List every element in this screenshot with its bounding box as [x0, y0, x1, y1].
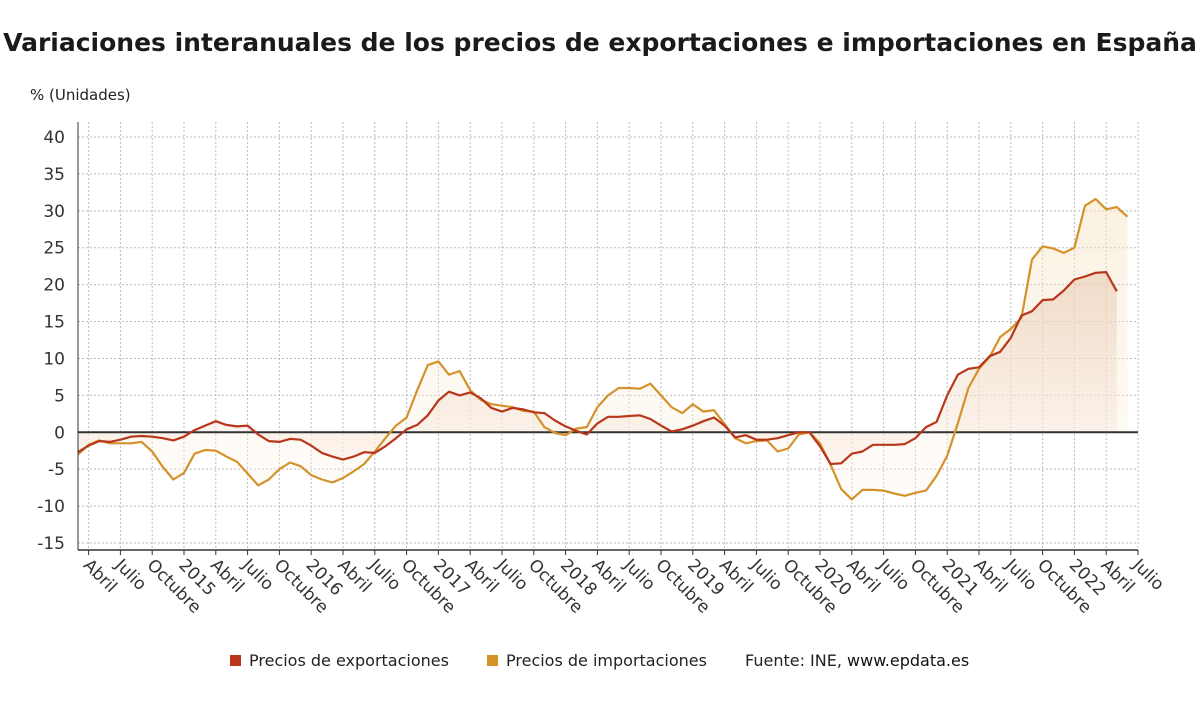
axes — [77, 122, 1138, 551]
y-tick-label: 35 — [43, 165, 65, 185]
legend-swatch-imports — [487, 655, 498, 666]
legend-swatch-exports — [230, 655, 241, 666]
source-site: www.epdata.es — [847, 651, 970, 670]
x-tick-label: Abril — [79, 555, 121, 597]
grid-lines — [78, 122, 1139, 550]
chart-title: Variaciones interanuales de los precios … — [3, 28, 1197, 57]
y-tick-label: -5 — [48, 460, 65, 480]
source-prefix: Fuente: INE, — [745, 651, 848, 670]
legend-item-exports: Precios de exportaciones — [230, 651, 449, 670]
legend-item-imports: Precios de importaciones — [487, 651, 707, 670]
y-tick-labels: -15 -10 -5 0 5 10 15 20 25 30 35 40 — [37, 128, 65, 554]
y-tick-label: 25 — [43, 239, 65, 259]
y-tick-label: 0 — [54, 423, 65, 443]
x-tick-label: Julio — [492, 555, 532, 595]
y-tick-label: 15 — [43, 313, 65, 333]
legend-label-imports: Precios de importaciones — [506, 651, 707, 670]
series-line-imports — [77, 197, 1129, 501]
y-tick-label: 5 — [54, 386, 65, 406]
area-exports — [78, 272, 1117, 464]
y-tick-label: 30 — [43, 202, 65, 222]
x-tick-label: Julio — [1128, 555, 1168, 595]
x-tick-label: Julio — [237, 555, 277, 595]
y-tick-label: -15 — [37, 534, 65, 554]
x-tick-label: Julio — [1001, 555, 1041, 595]
x-tick-label: Julio — [619, 555, 659, 595]
y-tick-label: 20 — [43, 276, 65, 296]
y-tick-label: -10 — [37, 497, 65, 517]
x-tick-labels: AbrilJulioOctubre2015AbrilJulioOctubre20… — [79, 550, 1168, 618]
area-imports — [78, 199, 1128, 500]
y-tick-label: 10 — [43, 349, 65, 369]
series-line-exports — [77, 271, 1118, 466]
x-tick-label: Julio — [873, 555, 913, 595]
x-tick-label: Julio — [110, 555, 150, 595]
source-credit: Fuente: INE, www.epdata.es — [745, 651, 969, 670]
y-tick-label: 40 — [43, 128, 65, 148]
series-lines — [77, 197, 1129, 501]
x-tick-label: Julio — [746, 555, 786, 595]
legend-label-exports: Precios de exportaciones — [249, 651, 449, 670]
x-tick-label: Julio — [365, 555, 405, 595]
series-areas — [78, 199, 1128, 500]
y-axis-unit-label: % (Unidades) — [30, 86, 131, 104]
